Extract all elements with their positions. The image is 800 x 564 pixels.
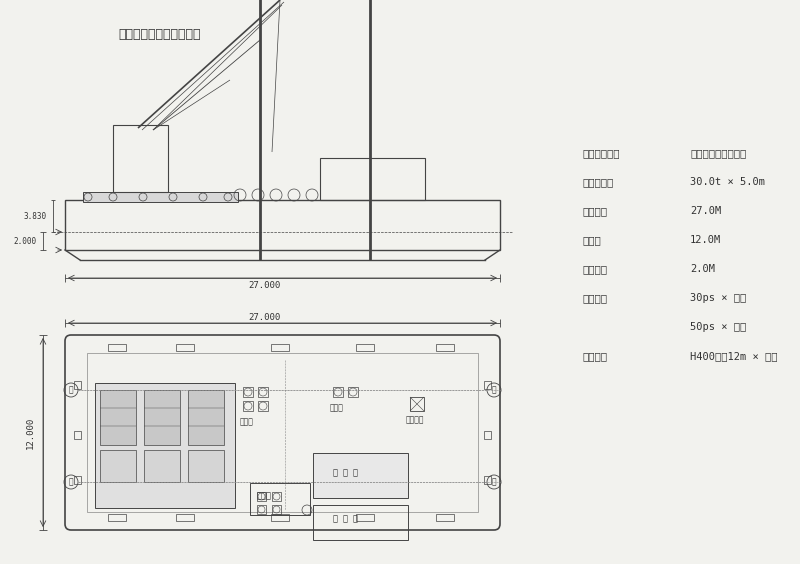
Bar bbox=[108, 344, 126, 351]
Bar bbox=[313, 505, 408, 540]
Bar bbox=[257, 505, 266, 514]
Text: スパッド: スパッド bbox=[582, 351, 607, 361]
Bar bbox=[176, 514, 194, 521]
Text: ③: ③ bbox=[492, 386, 496, 394]
Text: 配評機: 配評機 bbox=[330, 403, 344, 412]
Text: H400　　12m × ２本: H400 12m × ２本 bbox=[690, 351, 778, 361]
Bar bbox=[484, 381, 491, 389]
Bar bbox=[272, 492, 281, 501]
Bar bbox=[258, 401, 268, 411]
Bar bbox=[320, 158, 425, 200]
Bar bbox=[188, 390, 224, 445]
Bar bbox=[113, 125, 168, 192]
Bar bbox=[243, 401, 253, 411]
Bar bbox=[257, 492, 266, 501]
Bar bbox=[87, 353, 478, 512]
Text: 2.000: 2.000 bbox=[13, 237, 36, 246]
Text: 長　　さ: 長 さ bbox=[582, 206, 607, 216]
Bar bbox=[188, 450, 224, 482]
Text: 30ps × ２輪: 30ps × ２輪 bbox=[690, 293, 746, 303]
Bar bbox=[95, 383, 235, 508]
Bar bbox=[313, 453, 408, 498]
Bar bbox=[100, 390, 136, 445]
Bar bbox=[144, 390, 180, 445]
Bar bbox=[356, 344, 374, 351]
Text: ウィンチ: ウィンチ bbox=[582, 293, 607, 303]
Text: 吊上げ能力: 吊上げ能力 bbox=[582, 177, 614, 187]
Text: 27.000: 27.000 bbox=[248, 313, 281, 322]
Bar bbox=[436, 514, 454, 521]
Text: 3.830: 3.830 bbox=[23, 212, 46, 221]
Text: 27.0M: 27.0M bbox=[690, 206, 722, 216]
Bar bbox=[176, 344, 194, 351]
Text: 幅: 幅 bbox=[582, 235, 601, 245]
Bar bbox=[348, 387, 358, 397]
Text: 2.0M: 2.0M bbox=[690, 264, 715, 274]
Text: ②: ② bbox=[69, 478, 74, 487]
Text: 船 具 室: 船 具 室 bbox=[333, 514, 358, 523]
Text: 搭載クレーン: 搭載クレーン bbox=[582, 148, 619, 158]
Bar bbox=[74, 431, 81, 439]
Bar bbox=[65, 200, 500, 250]
Bar bbox=[144, 450, 180, 482]
Bar bbox=[250, 483, 310, 515]
Text: 居 間 機: 居 間 機 bbox=[333, 468, 358, 477]
Bar bbox=[436, 344, 454, 351]
Text: ④: ④ bbox=[492, 478, 496, 487]
Bar bbox=[271, 344, 289, 351]
Bar bbox=[356, 514, 374, 521]
Bar bbox=[333, 387, 343, 397]
Text: 27.000: 27.000 bbox=[248, 281, 281, 290]
Bar bbox=[74, 381, 81, 389]
Bar bbox=[74, 476, 81, 484]
Bar bbox=[100, 450, 136, 482]
Bar bbox=[108, 514, 126, 521]
Bar bbox=[243, 387, 253, 397]
Bar bbox=[271, 514, 289, 521]
Bar bbox=[83, 192, 238, 202]
Text: 配評機: 配評機 bbox=[257, 491, 272, 500]
Text: スパッド: スパッド bbox=[406, 415, 425, 424]
Text: 配評機: 配評機 bbox=[240, 417, 254, 426]
Text: 12.0M: 12.0M bbox=[690, 235, 722, 245]
Bar bbox=[258, 387, 268, 397]
Text: 30.0t × 5.0m: 30.0t × 5.0m bbox=[690, 177, 765, 187]
Text: ①: ① bbox=[69, 386, 74, 394]
Text: 神鋼　７０５５－２: 神鋼 ７０５５－２ bbox=[690, 148, 746, 158]
Text: 12.000: 12.000 bbox=[26, 416, 35, 448]
Bar bbox=[272, 505, 281, 514]
Bar bbox=[410, 397, 424, 411]
Text: 深　　さ: 深 さ bbox=[582, 264, 607, 274]
Bar bbox=[484, 476, 491, 484]
Bar bbox=[484, 431, 491, 439]
Text: 50ps × ２輪: 50ps × ２輪 bbox=[690, 322, 746, 332]
Text: ５５ｔ吊クレーン付台船: ５５ｔ吊クレーン付台船 bbox=[118, 28, 201, 41]
